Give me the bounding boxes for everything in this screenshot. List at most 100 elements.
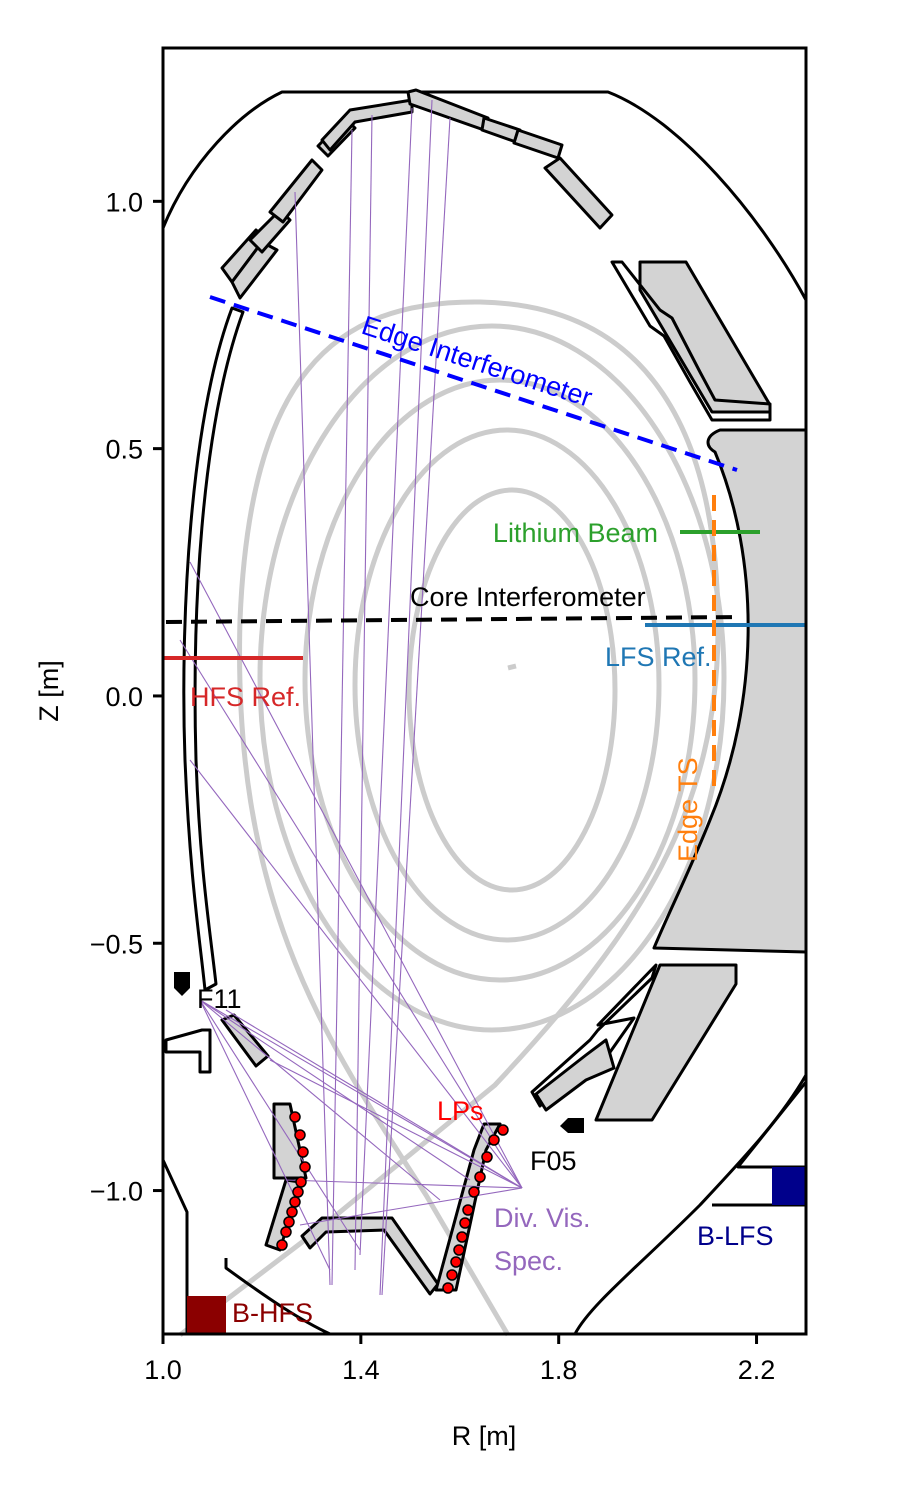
diagnostics — [163, 295, 806, 790]
lfs-lower-tile-1 — [594, 963, 738, 1122]
sightline-15 — [354, 114, 373, 1271]
divertor-dome — [300, 1216, 440, 1296]
lfs-lower-frame — [530, 963, 658, 1108]
x-axis-label: R [m] — [452, 1421, 517, 1451]
upper-tile-7 — [406, 88, 490, 132]
div-vis-spec-sightlines — [179, 99, 523, 1296]
lp-dot — [299, 1161, 311, 1173]
edge-interferometer-line — [209, 295, 738, 472]
core-marker — [507, 663, 517, 671]
flux-surface-3 — [302, 377, 698, 983]
lower-tiles — [164, 963, 738, 1296]
sightline-5 — [225, 1009, 523, 1189]
lower-center-wall — [224, 1258, 331, 1336]
f05-label: F05 — [530, 1146, 577, 1176]
sightline-7 — [285, 1179, 523, 1189]
lp-dot — [456, 1231, 468, 1243]
flux-surface-1 — [406, 487, 618, 893]
inner-wall — [182, 306, 245, 992]
lp-dot — [295, 1176, 307, 1188]
upper-tile-2 — [230, 240, 279, 300]
x-axis-ticks: 1.0 1.4 1.8 2.2 — [144, 1334, 775, 1385]
lp-dot — [276, 1239, 288, 1251]
y-tick-label: −1.0 — [90, 1177, 143, 1207]
axes-frame — [161, 46, 808, 1336]
sightline-14 — [331, 129, 353, 1286]
y-tick-label: 1.0 — [105, 187, 143, 217]
hfs-ref-label: HFS Ref. — [190, 682, 301, 712]
upper-tile-6 — [320, 98, 414, 152]
lp-dot — [442, 1282, 454, 1294]
lp-dot — [297, 1146, 309, 1158]
lp-dot — [286, 1206, 298, 1218]
lithium-beam-label: Lithium Beam — [493, 518, 658, 548]
langmuir-probes — [276, 1111, 509, 1294]
x-tick-label: 2.2 — [738, 1355, 776, 1385]
y-axis-label: Z [m] — [34, 660, 64, 722]
sightline-4 — [199, 999, 523, 1189]
lp-dot — [446, 1269, 458, 1281]
f05-gauge-marker — [560, 1118, 584, 1133]
lfs-lower-tile-2 — [534, 1038, 616, 1112]
lp-dot — [459, 1217, 471, 1229]
x-tick-label: 1.8 — [540, 1355, 578, 1385]
b-hfs-label: B-HFS — [232, 1298, 313, 1328]
upper-tile-4 — [268, 158, 324, 224]
x-tick-label: 1.0 — [144, 1355, 182, 1385]
sightline-2 — [179, 639, 523, 1189]
flux-surface-2 — [352, 427, 662, 943]
sightline-8 — [299, 1187, 523, 1226]
f11-label: F11 — [197, 984, 242, 1014]
y-tick-label: −0.5 — [90, 929, 143, 959]
sightline-12 — [199, 999, 331, 1271]
div-vis-spec-label-line2: Spec. — [494, 1246, 563, 1276]
edge-ts-label: Edge TS — [673, 757, 703, 862]
upper-tile-9 — [512, 128, 564, 160]
y-tick-label: 0.0 — [105, 682, 143, 712]
lp-dot — [468, 1186, 480, 1198]
sightline-17 — [381, 117, 451, 1296]
y-axis-ticks: 1.0 0.5 0.0 −0.5 −1.0 — [90, 187, 163, 1207]
sightline-13 — [294, 191, 331, 1286]
b-lfs-label: B-LFS — [697, 1221, 774, 1251]
lfs-upper-structure — [610, 260, 808, 954]
y-tick-label: 0.5 — [105, 435, 143, 465]
upper-tiles — [220, 88, 614, 300]
lp-dot — [283, 1216, 295, 1228]
lp-dot — [280, 1226, 292, 1238]
lps-label: LPs — [437, 1096, 484, 1126]
lp-dot — [462, 1204, 474, 1216]
upper-tile-10 — [543, 156, 614, 230]
b-lfs-box — [772, 1167, 806, 1205]
sightline-18 — [359, 107, 413, 1256]
lp-dot — [453, 1244, 465, 1256]
sightline-1 — [189, 561, 523, 1189]
hfs-port — [164, 1028, 212, 1074]
div-vis-spec-label-line1: Div. Vis. — [494, 1203, 591, 1233]
lp-dot — [450, 1256, 462, 1268]
core-interferometer-label: Core Interferometer — [410, 582, 646, 612]
sightline-3 — [189, 759, 523, 1189]
sightline-10 — [199, 999, 441, 1201]
x-tick-label: 1.4 — [342, 1355, 380, 1385]
core-interferometer-line — [165, 615, 741, 624]
flux-surfaces — [178, 299, 727, 1337]
sightline-16 — [379, 99, 433, 1296]
f11-gauge-marker — [174, 972, 190, 996]
separatrix — [178, 299, 721, 1337]
lp-dot — [289, 1111, 301, 1123]
lfs-upper-frame — [610, 260, 772, 422]
lp-dot — [289, 1196, 301, 1208]
outer-vessel-contour — [161, 90, 808, 301]
lp-dot — [497, 1124, 509, 1136]
lp-dot — [474, 1171, 486, 1183]
lp-dot — [481, 1151, 493, 1163]
lfs-antenna — [652, 428, 808, 954]
lp-dot — [488, 1134, 500, 1146]
lp-dot — [294, 1129, 306, 1141]
b-hfs-box — [187, 1296, 226, 1334]
lower-left-vessel — [161, 1159, 189, 1334]
lp-dot — [292, 1186, 304, 1198]
lfs-ref-label: LFS Ref. — [605, 642, 712, 672]
